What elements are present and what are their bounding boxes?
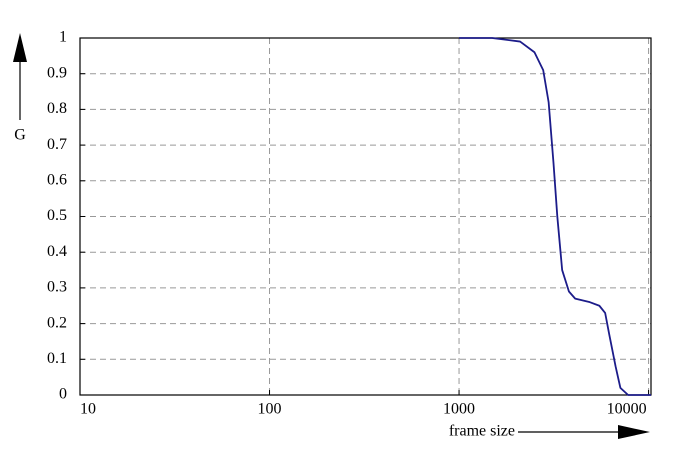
y-tick-label: 0.7 <box>47 136 67 153</box>
x-axis-arrowhead <box>618 425 650 439</box>
x-axis-title: frame size <box>449 423 515 440</box>
y-tick-label: 0.8 <box>47 100 67 117</box>
x-tick-label: 10000 <box>607 401 647 418</box>
plot-frame <box>79 37 652 396</box>
x-tick-label: 1000 <box>443 401 475 418</box>
data-line <box>459 37 651 396</box>
y-tick-label: 0.4 <box>47 243 67 260</box>
y-tick-label: 0.6 <box>47 171 67 188</box>
y-tick-label: 1 <box>59 29 67 46</box>
y-axis-arrowhead <box>13 33 27 62</box>
y-tick-label: 0.1 <box>47 350 67 367</box>
y-tick-label: 0.5 <box>47 207 67 224</box>
y-axis-title: G <box>14 127 26 144</box>
y-tick-label: 0.9 <box>47 64 67 81</box>
y-tick-label: 0.2 <box>47 314 67 331</box>
x-tick-label: 10 <box>80 401 96 418</box>
y-tick-label: 0.3 <box>47 279 67 296</box>
y-tick-label: 0 <box>59 386 67 403</box>
x-tick-label: 100 <box>258 401 282 418</box>
